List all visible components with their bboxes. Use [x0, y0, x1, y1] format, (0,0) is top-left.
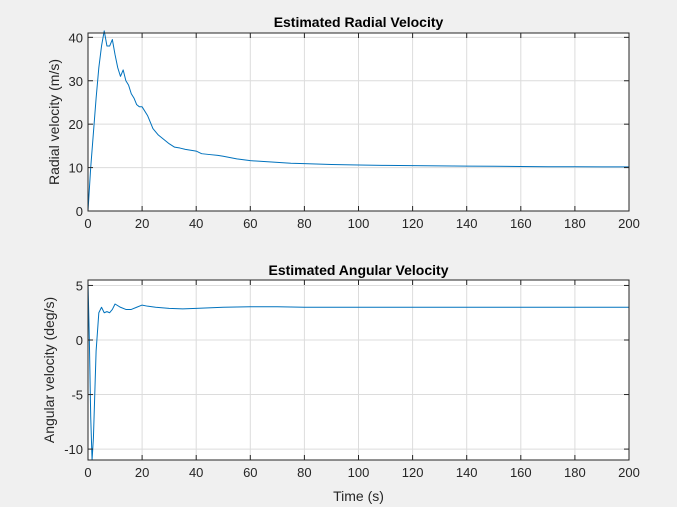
- angular-xtick-label: 200: [618, 465, 640, 480]
- radial-velocity-ylabel: Radial velocity (m/s): [46, 59, 62, 185]
- radial-xtick-label: 80: [297, 216, 311, 231]
- angular-series-line: [87, 282, 629, 461]
- angular-xtick-label: 60: [243, 465, 257, 480]
- angular-xtick-label: 160: [510, 465, 532, 480]
- angular-velocity-ylabel: Angular velocity (deg/s): [41, 297, 57, 443]
- angular-ytick-label: -5: [71, 388, 83, 403]
- angular-ytick-label: -10: [64, 442, 83, 457]
- radial-xtick-label: 140: [456, 216, 478, 231]
- angular-xtick-label: 0: [84, 465, 91, 480]
- radial-xtick-label: 0: [84, 216, 91, 231]
- angular-xtick-label: 140: [456, 465, 478, 480]
- angular-xtick-label: 100: [348, 465, 370, 480]
- angular-xtick-label: 120: [402, 465, 424, 480]
- radial-ytick-label: 10: [69, 161, 83, 176]
- angular-xtick-label: 180: [564, 465, 586, 480]
- radial-ytick-label: 20: [69, 117, 83, 132]
- angular-xtick-label: 80: [297, 465, 311, 480]
- radial-xtick-label: 120: [402, 216, 424, 231]
- radial-xtick-label: 200: [618, 216, 640, 231]
- radial-xtick-label: 60: [243, 216, 257, 231]
- radial-xtick-label: 100: [348, 216, 370, 231]
- radial-velocity-title: Estimated Radial Velocity: [274, 14, 444, 30]
- radial-xtick-label: 40: [189, 216, 203, 231]
- radial-velocity-axes: 0 20 40 60 80 100 120 140 160 180 200 0 10 20 30 40 Est…: [46, 14, 640, 231]
- radial-ytick-label: 0: [76, 204, 83, 219]
- radial-xtick-label: 20: [135, 216, 149, 231]
- angular-velocity-title: Estimated Angular Velocity: [269, 262, 449, 278]
- angular-ytick-label: 5: [76, 278, 83, 293]
- angular-xtick-label: 40: [189, 465, 203, 480]
- radial-series-line: [87, 30, 629, 212]
- radial-ytick-label: 30: [69, 74, 83, 89]
- angular-ytick-label: 0: [76, 333, 83, 348]
- radial-xtick-label: 160: [510, 216, 532, 231]
- angular-xtick-label: 20: [135, 465, 149, 480]
- radial-ytick-label: 40: [69, 30, 83, 45]
- angular-velocity-axes: 0 20 40 60 80 100 120 140 160 180 200 -10 -5 0 5 Estim…: [41, 262, 640, 504]
- radial-xtick-label: 180: [564, 216, 586, 231]
- angular-velocity-xlabel: Time (s): [333, 488, 384, 504]
